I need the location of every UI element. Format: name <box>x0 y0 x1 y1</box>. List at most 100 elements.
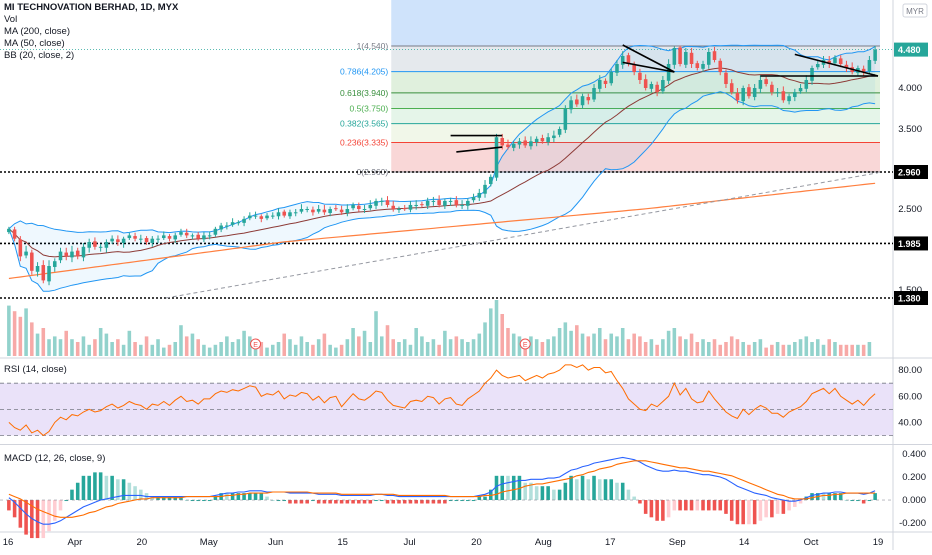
pattern-line-triangle-top[interactable] <box>794 53 879 77</box>
candle[interactable] <box>793 88 797 102</box>
candle[interactable] <box>374 198 378 209</box>
candle[interactable] <box>420 201 424 208</box>
candle[interactable] <box>70 245 74 263</box>
candle[interactable] <box>586 93 591 105</box>
candle[interactable] <box>391 200 396 212</box>
candle[interactable] <box>18 236 23 262</box>
candle[interactable] <box>30 249 34 275</box>
candle[interactable] <box>752 84 757 101</box>
bollinger-upper[interactable] <box>8 44 876 234</box>
candle[interactable] <box>764 76 768 87</box>
candle[interactable] <box>225 222 229 230</box>
candle[interactable] <box>47 260 51 286</box>
candle[interactable] <box>259 214 264 223</box>
candle[interactable] <box>741 85 745 106</box>
candle[interactable] <box>213 226 218 237</box>
candle[interactable] <box>345 204 350 217</box>
candle[interactable] <box>615 60 619 76</box>
candle[interactable] <box>861 65 866 76</box>
candle[interactable] <box>81 242 86 262</box>
candle[interactable] <box>121 236 126 248</box>
candle[interactable] <box>477 188 482 201</box>
candle[interactable] <box>672 46 677 69</box>
candle[interactable] <box>190 233 195 240</box>
candle[interactable] <box>552 130 556 143</box>
candle[interactable] <box>867 56 872 74</box>
candle[interactable] <box>242 216 246 227</box>
pattern-line-wedge-top[interactable] <box>622 44 675 73</box>
candle[interactable] <box>798 84 803 94</box>
candle[interactable] <box>253 211 258 219</box>
candle[interactable] <box>127 232 132 241</box>
candle[interactable] <box>695 60 700 71</box>
candle[interactable] <box>179 228 183 237</box>
candle[interactable] <box>706 48 711 69</box>
candle[interactable] <box>236 220 241 226</box>
legend-bb[interactable]: BB (20, close, 2) <box>4 50 75 61</box>
candle[interactable] <box>729 79 734 95</box>
candle[interactable] <box>339 205 344 215</box>
candle[interactable] <box>7 226 11 235</box>
candle[interactable] <box>156 235 160 243</box>
candle[interactable] <box>431 196 436 206</box>
candle[interactable] <box>781 86 786 103</box>
candle[interactable] <box>150 236 155 247</box>
candle[interactable] <box>718 58 723 76</box>
candle[interactable] <box>460 200 464 209</box>
candle[interactable] <box>311 206 315 216</box>
price-label-badge[interactable]: 4.480 <box>894 42 928 57</box>
candle[interactable] <box>322 204 327 215</box>
macd-pane-label[interactable]: MACD (12, 26, close, 9) <box>4 453 106 464</box>
rsi-pane-label[interactable]: RSI (14, close) <box>4 364 67 375</box>
candle[interactable] <box>649 81 654 93</box>
candle[interactable] <box>288 209 292 219</box>
candle[interactable] <box>787 93 791 105</box>
pattern-line-flag-bottom[interactable] <box>456 146 503 153</box>
candle[interactable] <box>196 232 200 241</box>
candle[interactable] <box>334 204 338 211</box>
ma50-line[interactable] <box>8 67 876 258</box>
candle[interactable] <box>569 96 573 114</box>
candle[interactable] <box>184 228 189 239</box>
candle[interactable] <box>655 81 659 97</box>
candle[interactable] <box>368 200 373 211</box>
candle[interactable] <box>603 78 608 88</box>
candle[interactable] <box>689 48 694 68</box>
candle[interactable] <box>248 212 252 221</box>
candle[interactable] <box>270 212 275 219</box>
candle[interactable] <box>454 196 459 208</box>
ma200-line[interactable] <box>8 182 876 280</box>
candle[interactable] <box>471 193 476 203</box>
candle[interactable] <box>735 88 740 104</box>
pattern-line-wedge-bottom[interactable] <box>622 61 675 73</box>
candle[interactable] <box>133 232 137 242</box>
candle[interactable] <box>276 208 281 220</box>
earnings-marker[interactable]: E <box>519 338 531 350</box>
candle[interactable] <box>638 68 642 84</box>
candle[interactable] <box>397 206 401 213</box>
candle[interactable] <box>425 197 430 209</box>
candle[interactable] <box>58 247 63 264</box>
candle[interactable] <box>529 136 533 150</box>
candle[interactable] <box>580 93 585 109</box>
candle[interactable] <box>64 247 69 261</box>
earnings-marker[interactable]: E <box>250 338 262 350</box>
candle[interactable] <box>506 139 510 150</box>
candle[interactable] <box>35 262 40 277</box>
candle[interactable] <box>758 75 763 93</box>
candle[interactable] <box>219 222 223 233</box>
candle[interactable] <box>357 202 361 212</box>
candle[interactable] <box>362 204 367 213</box>
candle[interactable] <box>167 234 172 242</box>
candle[interactable] <box>448 197 453 206</box>
candle[interactable] <box>684 48 688 68</box>
candle[interactable] <box>87 238 91 253</box>
candle[interactable] <box>351 202 355 211</box>
candle[interactable] <box>466 198 470 210</box>
candle[interactable] <box>770 81 774 96</box>
legend-ma200[interactable]: MA (200, close) <box>4 26 70 37</box>
candle[interactable] <box>41 260 46 284</box>
candle[interactable] <box>328 206 332 217</box>
candle[interactable] <box>443 198 447 209</box>
